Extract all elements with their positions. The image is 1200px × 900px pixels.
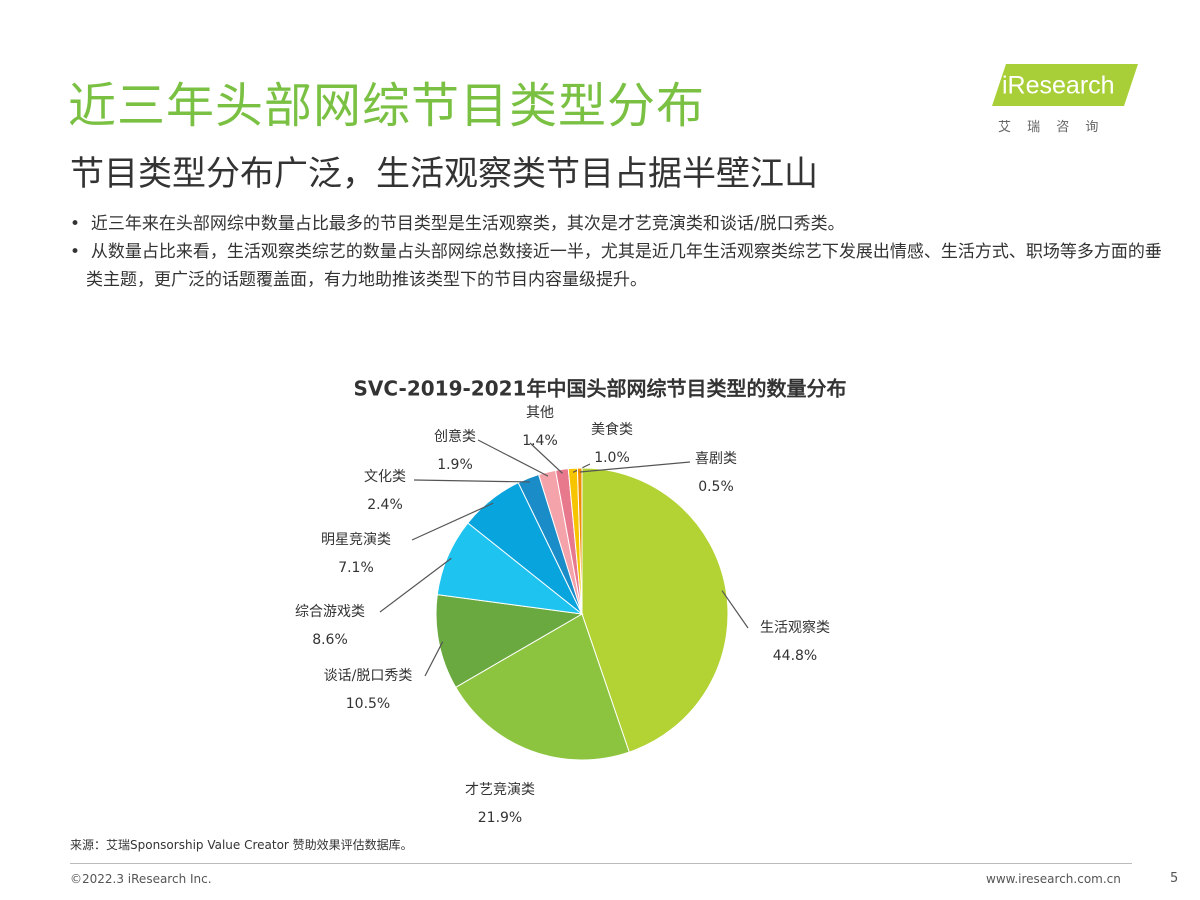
slice-label: 喜剧类 — [695, 451, 737, 467]
leader-line — [579, 461, 691, 473]
leader-line — [379, 557, 452, 613]
pie-slice — [455, 613, 630, 761]
leader-line — [477, 439, 549, 477]
logo: iResearch — [992, 64, 1138, 106]
bullet-text: 近三年来在头部网综中数量占比最多的节目类型是生活观察类，其次是才艺竞演类和谈话/… — [90, 214, 845, 234]
slide-title: 近三年头部网综节目类型分布 — [68, 78, 706, 134]
slice-value: 1.4% — [522, 433, 558, 449]
slice-label: 综合游戏类 — [295, 604, 365, 620]
pie-slice — [576, 467, 583, 615]
logo-tagline: 艾 瑞 咨 询 — [998, 120, 1105, 135]
chart-title: SVC-2019-2021年中国头部网综节目类型的数量分布 — [354, 377, 847, 401]
copyright: ©2022.3 iResearch Inc. — [70, 872, 212, 886]
pie-slice — [435, 594, 584, 688]
slice-label: 明星竞演类 — [321, 531, 391, 548]
leader-line — [529, 442, 563, 474]
page-number: 5 — [1170, 871, 1179, 886]
slice-value: 44.8% — [773, 648, 817, 664]
slide-subtitle: 节目类型分布广泛，生活观察类节目占据半壁江山 — [70, 154, 818, 194]
slice-value: 0.5% — [698, 479, 734, 495]
slice-value: 7.1% — [338, 560, 374, 576]
slice-label: 才艺竞演类 — [465, 781, 535, 798]
bullet: • 近三年来在头部网综中数量占比最多的节目类型是生活观察类，其次是才艺竞演类和谈… — [70, 214, 845, 234]
slice-label: 其他 — [526, 405, 554, 421]
slice-label: 美食类 — [591, 421, 633, 438]
slice-label: 创意类 — [434, 428, 476, 445]
slice-value: 2.4% — [367, 497, 403, 513]
logo-text: iResearch — [1002, 72, 1115, 100]
slice-label: 谈话/脱口秀类 — [324, 668, 413, 684]
footer-rule — [70, 863, 1132, 864]
leader-line — [424, 641, 444, 677]
slice-value: 8.6% — [312, 632, 348, 648]
slice-value: 1.0% — [594, 450, 630, 466]
chart: SVC-2019-2021年中国头部网综节目类型的数量分布 生活观察类 44.8%… — [295, 377, 847, 827]
bullet-text: 从数量占比来看，生活观察类综艺的数量占头部网综总数接近一半，尤其是近几年生活观察… — [86, 242, 1162, 290]
leader-line — [721, 590, 749, 629]
slice-value: 21.9% — [478, 810, 522, 826]
slice-label: 生活观察类 — [760, 619, 830, 636]
website: www.iresearch.com.cn — [986, 872, 1121, 886]
slice-value: 10.5% — [346, 696, 390, 712]
pie-slice — [581, 467, 729, 753]
source-note: 来源：艾瑞Sponsorship Value Creator 赞助效果评估数据库… — [70, 838, 413, 852]
bullet: • 从数量占比来看，生活观察类综艺的数量占头部网综总数接近一半，尤其是近几年生活… — [70, 242, 1162, 290]
leader-line — [411, 502, 494, 541]
logo-shape — [992, 64, 1138, 106]
leader-line — [413, 479, 530, 483]
slice-label: 文化类 — [364, 469, 406, 485]
slice-value: 1.9% — [437, 457, 473, 473]
